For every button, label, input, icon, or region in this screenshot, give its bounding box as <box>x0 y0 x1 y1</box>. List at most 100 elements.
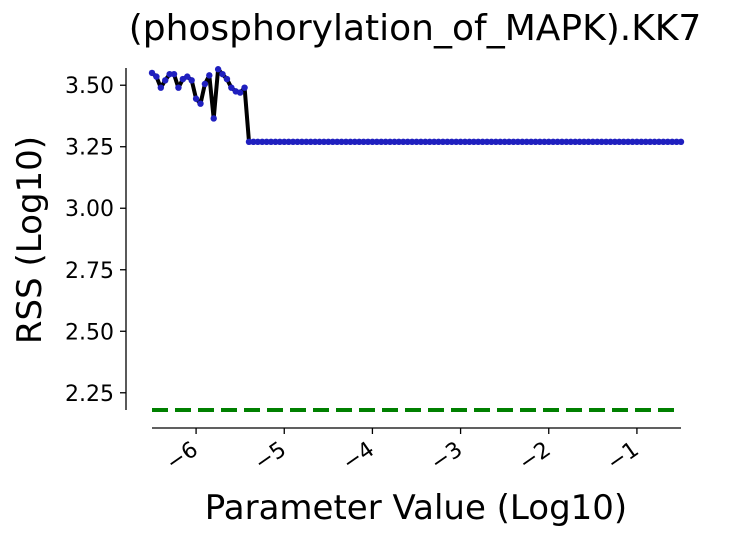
data-point <box>475 138 482 146</box>
x-tick-label: −4 <box>338 437 379 476</box>
data-point <box>430 138 438 146</box>
x-tick-label: −6 <box>162 437 203 476</box>
data-point <box>325 138 332 146</box>
data-point <box>386 138 394 146</box>
data-point <box>567 138 574 146</box>
data-point <box>320 138 328 146</box>
data-point <box>554 138 561 146</box>
x-tick-label: −3 <box>426 437 467 476</box>
data-point <box>192 95 200 102</box>
y-axis-ticks: 2.25 2.50 2.75 3.00 3.25 3.50 <box>65 74 126 407</box>
data-point <box>307 138 314 146</box>
x-tick-label: −5 <box>250 437 291 476</box>
data-point <box>576 138 583 146</box>
data-point <box>677 138 685 146</box>
data-point <box>355 138 363 146</box>
y-axis-label: RSS (Log10) <box>10 136 50 344</box>
data-point <box>382 138 389 146</box>
data-point <box>210 115 217 122</box>
data-point <box>369 138 376 146</box>
data-point <box>589 138 597 146</box>
data-point <box>197 100 204 107</box>
data-point <box>585 138 592 146</box>
data-point <box>303 138 310 146</box>
y-tick-label: 2.75 <box>65 259 114 284</box>
data-point <box>439 138 447 146</box>
data-point <box>651 138 658 146</box>
data-point <box>527 138 535 146</box>
y-tick-label: 2.50 <box>65 320 114 345</box>
y-tick-label: 2.25 <box>65 382 114 407</box>
data-point <box>404 138 411 146</box>
data-point <box>519 138 526 146</box>
data-point <box>351 138 358 146</box>
data-point <box>153 73 160 80</box>
data-point <box>660 138 667 146</box>
data-point <box>391 138 398 146</box>
data-point <box>162 77 169 84</box>
data-point <box>373 138 381 146</box>
data-point <box>466 138 473 146</box>
data-point <box>184 73 191 80</box>
data-point <box>148 69 156 77</box>
chart-title: (phosphorylation_of_MAPK).KK7 <box>129 8 702 49</box>
x-tick-label: −2 <box>515 437 556 476</box>
data-point <box>563 138 570 146</box>
data-point <box>624 138 632 146</box>
data-point <box>311 138 319 146</box>
data-point <box>483 138 491 146</box>
data-point <box>461 138 469 146</box>
data-point <box>329 138 336 146</box>
data-point <box>360 138 367 146</box>
series-line <box>150 67 681 144</box>
data-point <box>638 138 645 146</box>
data-point <box>206 72 213 79</box>
data-point <box>536 138 544 146</box>
data-point <box>214 66 222 73</box>
data-point <box>642 138 649 146</box>
data-point <box>523 138 530 146</box>
data-point <box>616 138 623 146</box>
data-point <box>572 138 579 146</box>
data-point <box>413 138 420 146</box>
data-point <box>545 138 552 146</box>
data-point <box>426 138 433 146</box>
data-point <box>228 84 235 91</box>
data-point <box>541 138 548 146</box>
data-point <box>263 138 270 146</box>
data-point <box>316 138 323 146</box>
data-point <box>400 138 407 146</box>
data-point <box>342 138 350 146</box>
data-point <box>620 138 627 146</box>
data-point <box>510 138 517 146</box>
data-point <box>276 138 284 146</box>
data-point <box>285 138 292 146</box>
data-point <box>444 138 451 146</box>
data-point <box>417 138 425 146</box>
data-point <box>289 138 297 146</box>
data-point <box>633 138 641 146</box>
x-tick-label: −1 <box>603 437 644 476</box>
data-point <box>514 138 522 146</box>
x-axis-label: Parameter Value (Log10) <box>205 488 627 528</box>
data-point <box>497 138 504 146</box>
data-point <box>338 138 345 146</box>
data-point <box>501 138 508 146</box>
y-tick-label: 3.25 <box>65 136 114 161</box>
data-point <box>223 75 231 83</box>
data-point <box>457 138 464 146</box>
data-point <box>294 138 301 146</box>
y-tick-label: 3.00 <box>65 197 114 222</box>
data-point <box>422 138 429 146</box>
data-point <box>166 70 173 78</box>
data-point <box>364 138 372 146</box>
data-point <box>532 138 539 146</box>
data-point <box>602 138 610 146</box>
data-point <box>448 138 455 146</box>
data-point <box>598 138 605 146</box>
data-point <box>267 138 275 146</box>
data-point <box>188 77 195 84</box>
data-point <box>408 138 416 146</box>
data-point <box>281 138 288 146</box>
